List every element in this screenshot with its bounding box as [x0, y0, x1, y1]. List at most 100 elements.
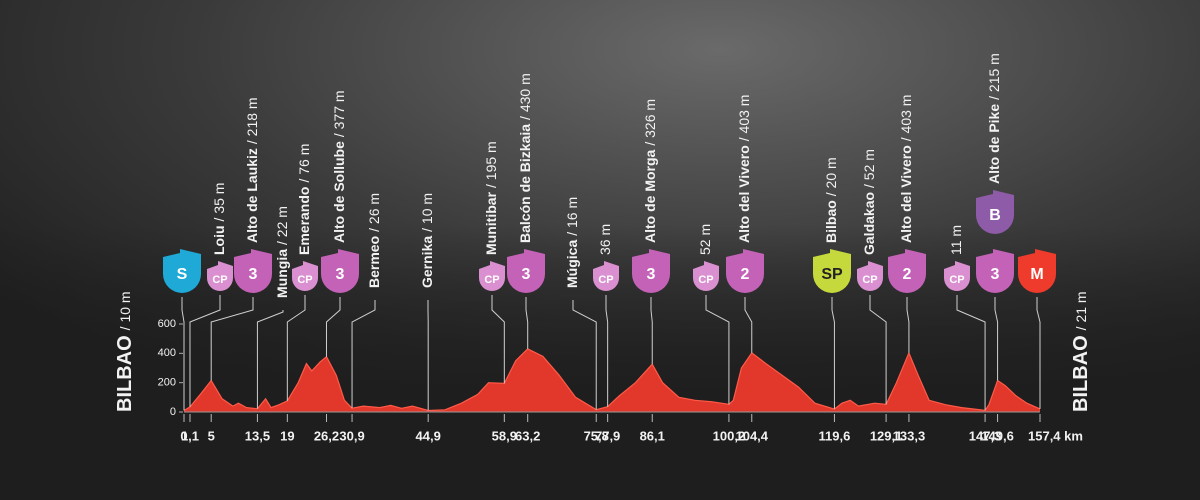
x-tick-label: 129,1: [870, 428, 903, 443]
x-tick-label: 119,6: [819, 428, 851, 443]
poi-altitude: / 215 m: [986, 53, 1002, 100]
badge-text: 3: [249, 266, 258, 283]
poi-altitude: / 35 m: [211, 183, 227, 222]
leader-line: [994, 297, 999, 381]
badge: [888, 249, 926, 293]
y-tick-label: 400: [158, 347, 176, 359]
leader-line: [189, 295, 221, 407]
poi-altitude: / 403 m: [898, 95, 914, 142]
x-tick-label: 44,9: [416, 428, 441, 443]
poi-label: Alto de Sollube / 377 m: [331, 90, 347, 243]
poi-name: Alto de Laukiz: [244, 148, 260, 243]
x-tick-label: 13,5: [245, 428, 270, 443]
badge: [1018, 249, 1056, 293]
leader-line: [906, 297, 910, 353]
badge: [857, 261, 883, 291]
side-name: BILBAO: [1070, 335, 1092, 412]
side-altitude: / 10 m: [117, 291, 133, 330]
badge: [321, 249, 359, 293]
poi-altitude: 36 m: [597, 224, 613, 255]
badge: [163, 249, 201, 293]
poi-altitude: / 326 m: [642, 99, 658, 146]
poi-altitude: / 22 m: [274, 206, 290, 245]
poi-name: Alto de Morga: [642, 149, 658, 243]
poi-label: Balcón de Bizkaia / 430 m: [517, 73, 533, 243]
badge: [693, 261, 719, 291]
poi-label: Bilbao / 20 m: [823, 157, 839, 243]
badge: [976, 249, 1014, 293]
poi-altitude: / 377 m: [331, 90, 347, 137]
badge-text: CP: [212, 274, 227, 286]
x-tick-label: 133,3: [893, 428, 926, 443]
leader-line: [831, 297, 835, 410]
x-tick-label: 30,9: [339, 428, 364, 443]
badge: [479, 261, 505, 291]
badge-text: CP: [598, 274, 613, 286]
end-label: BILBAO / 21 m: [1070, 291, 1092, 412]
x-tick-label: 77,9: [595, 428, 620, 443]
poi-label: Loiu / 35 m: [211, 183, 227, 255]
poi-name: Gernika: [419, 236, 435, 288]
leader-line: [351, 300, 376, 409]
y-tick-label: 200: [158, 377, 176, 389]
leader-line: [491, 295, 505, 384]
leader-line: [744, 297, 753, 353]
badge-text: CP: [484, 274, 499, 286]
poi-label: Mungia / 22 m: [274, 206, 290, 298]
badge-text: B: [989, 207, 1001, 224]
x-tick-label: 75,8: [584, 428, 609, 443]
poi-name: Bilbao: [823, 200, 839, 243]
poi-label: Múgica / 16 m: [564, 197, 580, 288]
poi-name: Balcón de Bizkaia: [517, 124, 533, 243]
y-tick-label: 0: [170, 406, 176, 418]
poi-altitude: / 218 m: [244, 97, 260, 144]
poi-altitude: 52 m: [697, 224, 713, 255]
poi-name: Munitibar: [483, 191, 499, 255]
badge-text: S: [177, 266, 188, 283]
x-tick-label: 63,2: [515, 428, 540, 443]
badge: [632, 249, 670, 293]
x-tick-label: 0: [180, 428, 187, 443]
poi-altitude: / 76 m: [296, 144, 312, 183]
badge: [593, 261, 619, 291]
x-tick-label: 26,2: [314, 428, 339, 443]
badge: [507, 249, 545, 293]
side-altitude: / 21 m: [1073, 291, 1089, 330]
poi-name: Alto del Vivero: [736, 145, 752, 243]
x-tick-label: 147,3: [969, 428, 1002, 443]
poi-label: Emerando / 76 m: [296, 144, 312, 255]
x-tick-label: 86,1: [640, 428, 665, 443]
x-tick-label: 100,2: [713, 428, 746, 443]
poi-label: Alto de Pike / 215 m: [986, 53, 1002, 184]
leader-line: [210, 297, 254, 381]
poi-label: 11 m: [948, 225, 964, 255]
badge: [813, 249, 851, 293]
poi-name: Loiu: [211, 225, 227, 255]
badge-text: SP: [821, 266, 843, 283]
badge-text: 3: [336, 266, 345, 283]
badge: [726, 249, 764, 293]
leader-line: [650, 297, 653, 365]
badge-text: CP: [698, 274, 713, 286]
poi-name: Alto del Vivero: [898, 145, 914, 243]
poi-name: Múgica: [564, 240, 580, 288]
leader-line: [181, 297, 185, 411]
poi-altitude: / 26 m: [366, 193, 382, 232]
x-tick-label: 157,4 km: [1028, 428, 1083, 443]
poi-label: Alto de Morga / 326 m: [642, 99, 658, 243]
leader-line: [956, 295, 986, 411]
badge-text: 2: [903, 266, 912, 283]
badge-text: 3: [647, 266, 656, 283]
x-tick-label: 5: [208, 428, 215, 443]
poi-altitude: / 403 m: [736, 95, 752, 142]
x-tick-label: 149,6: [981, 428, 1014, 443]
poi-name: Alto de Pike: [986, 104, 1002, 184]
x-tick-label: 1,1: [181, 428, 199, 443]
leader-line: [256, 310, 284, 409]
poi-label: Alto de Laukiz / 218 m: [244, 97, 260, 243]
leader-line: [325, 297, 341, 357]
poi-altitude: 11 m: [948, 225, 964, 255]
x-tick-label: 58,9: [492, 428, 517, 443]
